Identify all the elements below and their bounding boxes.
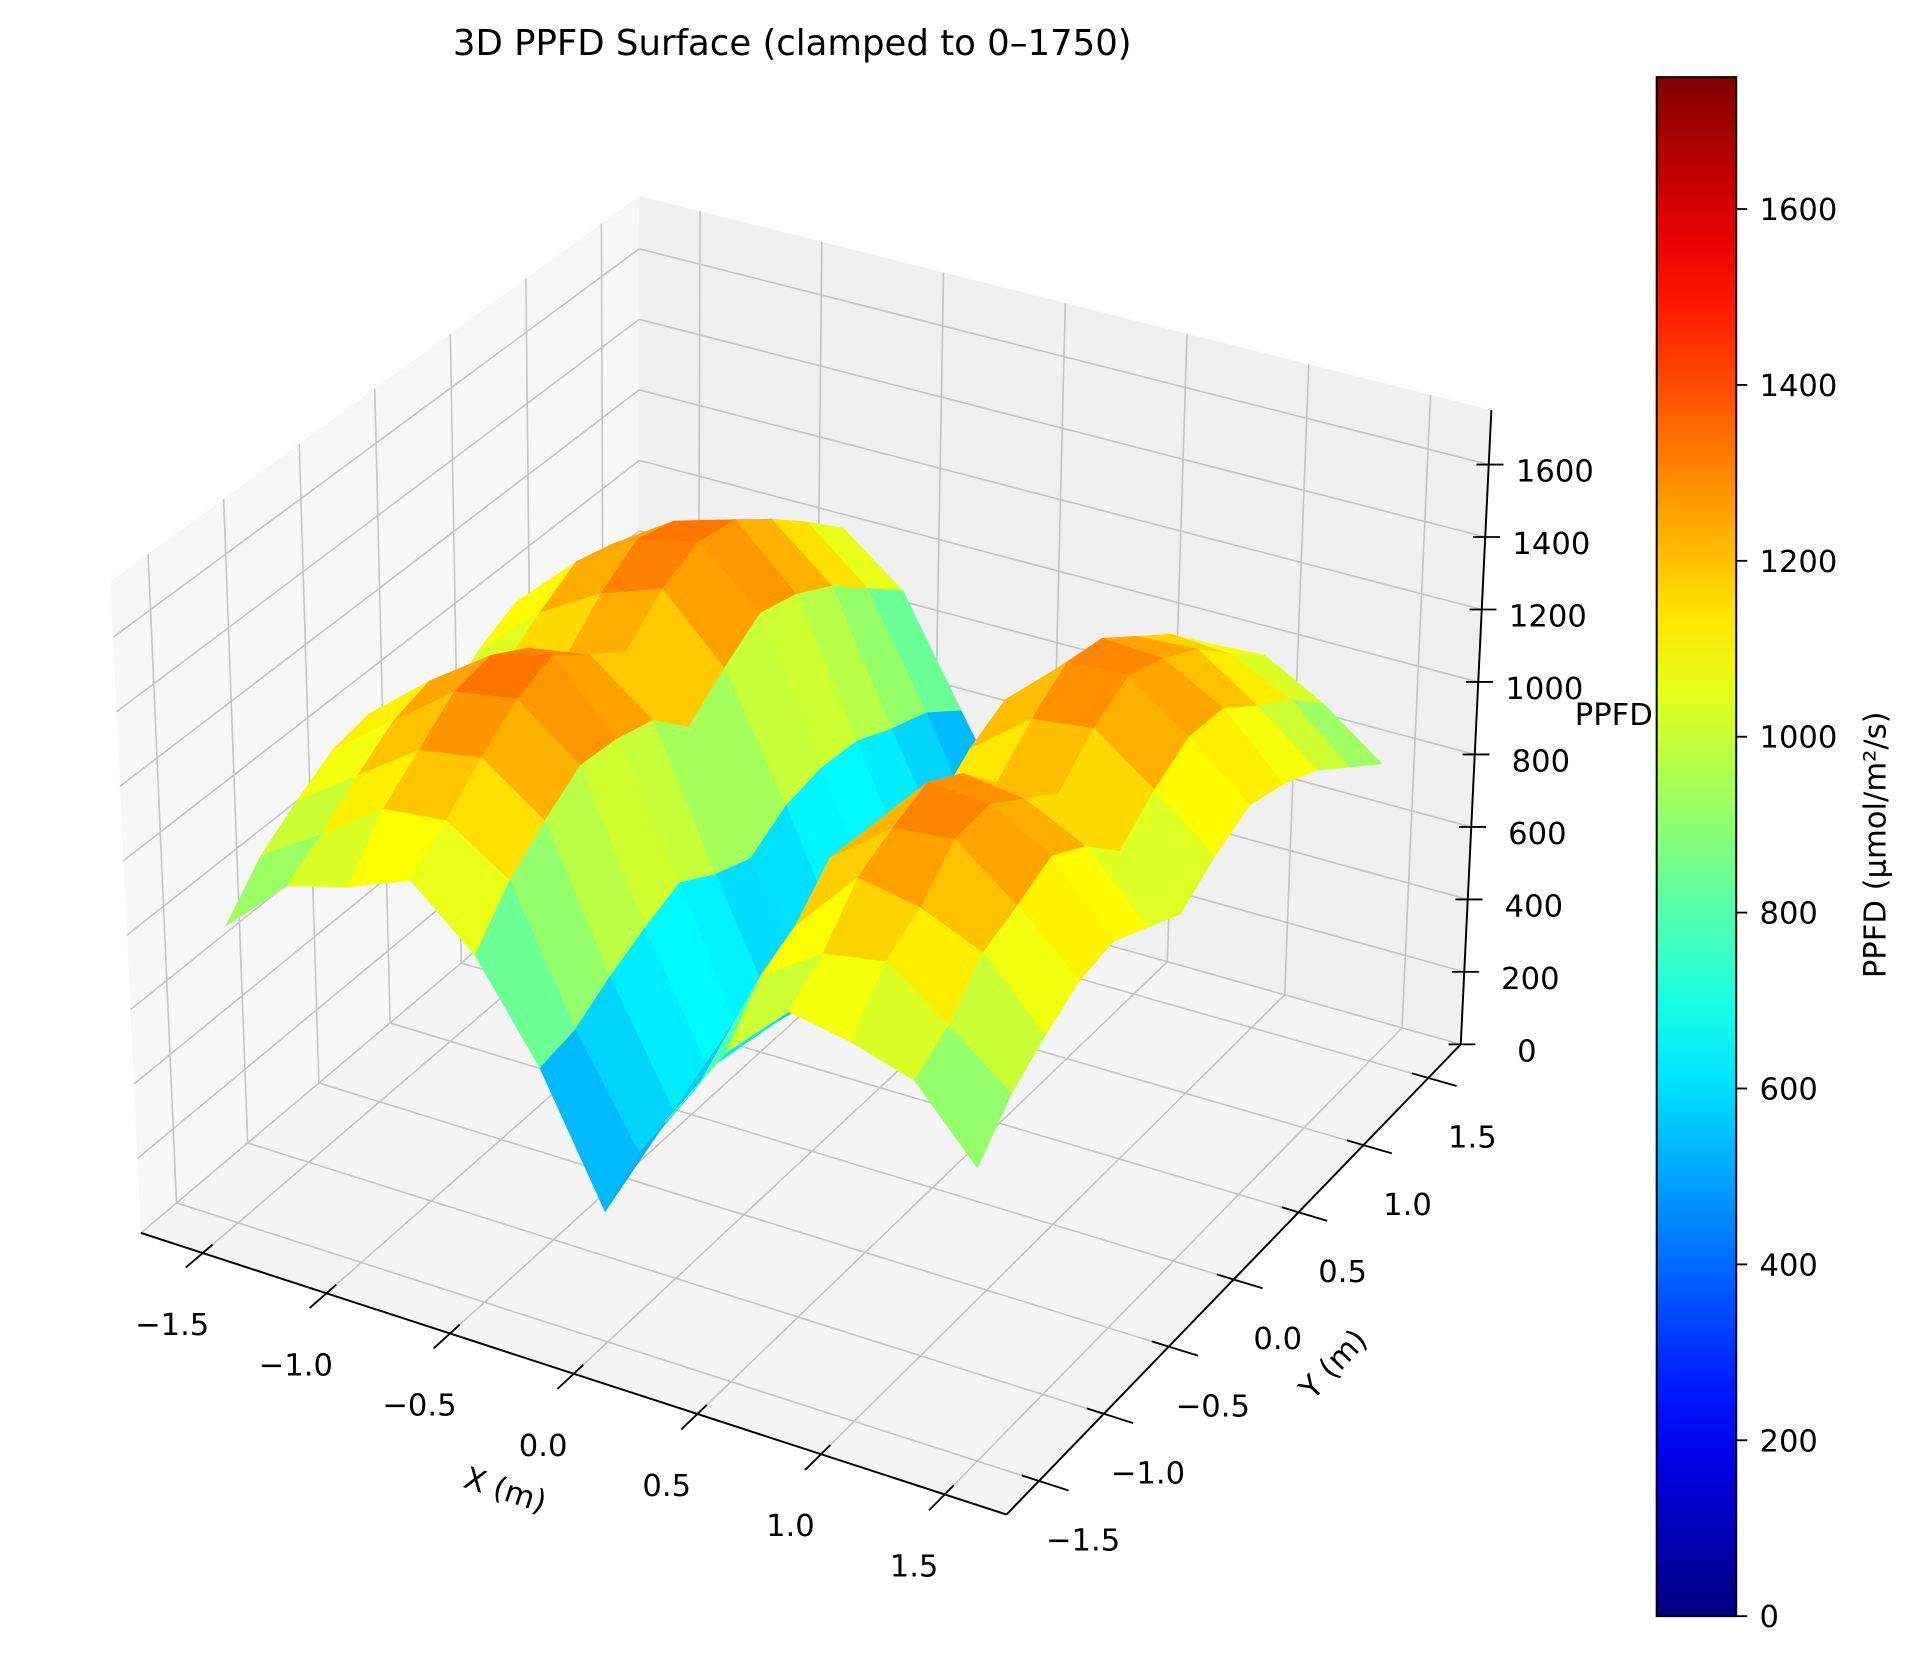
floor-gridline-y [318,1082,1169,1348]
colorbar-tick-label: 1200 [1760,545,1838,580]
floor-gridline-y [389,1022,1234,1281]
surface-facet [914,1025,1012,1169]
y-tick-label: −0.5 [1176,1389,1250,1424]
x-tick-label: −1.5 [135,1308,209,1343]
x-tick-label: 1.5 [890,1549,939,1584]
colorbar-tick-label: 0 [1760,1600,1779,1635]
y-tick [1151,1340,1199,1357]
chart-title: 3D PPFD Surface (clamped to 0–1750) [453,23,1132,64]
x-tick [432,1324,461,1350]
x-tick-label: −0.5 [382,1389,456,1424]
left-gridline-z [119,389,640,787]
colorbar-tick-label: 400 [1760,1248,1818,1283]
back-gridline-z [639,389,1482,611]
floor-pane [140,812,1461,1515]
y-tick [1346,1139,1393,1155]
x-tick [556,1364,584,1390]
z-tick-label: 0 [1517,1035,1536,1070]
floor-gridline-y [176,1202,1040,1482]
surface [225,518,1383,1212]
x-tick [185,1243,214,1269]
y-tick [1411,1072,1457,1087]
x-axis-label: X (m) [460,1461,551,1520]
left-gridline-y [298,443,320,1083]
z-tick-label: 1000 [1505,672,1583,707]
x-tick-label: 0.0 [519,1429,568,1464]
left-gridline-y [222,498,249,1143]
left-gridline-y [373,388,391,1023]
back-gridline-x [1283,364,1310,995]
back-gridline-z [639,318,1486,538]
y-tick-label: 1.5 [1448,1121,1497,1156]
y-tick [1021,1474,1069,1492]
left-gridline-z [115,318,640,713]
colorbar-label: PPFD (µmol/m²/s) [1859,711,1894,978]
y-tick-label: −1.0 [1111,1457,1185,1492]
z-tick-label: 400 [1505,890,1563,925]
z-tick-label: 600 [1508,817,1566,852]
z-axis-line [1459,410,1493,1045]
colorbar-tick-label: 800 [1760,897,1818,932]
z-tick-label: 1400 [1512,527,1590,562]
z-tick-label: 1600 [1516,455,1594,490]
y-tick-label: −1.5 [1046,1524,1120,1559]
z-tick-label: 800 [1512,745,1570,780]
x-tick [309,1283,337,1309]
left-gridline-y [147,553,178,1203]
back-gridline-z [639,248,1489,466]
x-tick [680,1404,708,1431]
y-tick-label: 1.0 [1383,1188,1432,1223]
z-tick-label: 1200 [1509,600,1587,635]
y-tick [1086,1407,1134,1424]
x-tick [928,1484,955,1512]
y-tick-label: 0.5 [1318,1255,1367,1290]
colorbar-tick-label: 1600 [1760,193,1838,228]
back-gridline-z [639,459,1479,683]
left-gridline-z [112,248,640,639]
y-tick-label: 0.0 [1253,1322,1302,1357]
y-axis-label: Y (m) [1292,1323,1374,1408]
axis-ticks: −1.5−1.0−0.50.00.51.01.5−1.5−1.0−0.50.00… [135,455,1594,1585]
colorbar-tick-label: 1000 [1760,721,1838,756]
x-tick-label: 1.0 [766,1509,815,1544]
y-tick [1216,1273,1263,1290]
colorbar-tick-label: 1400 [1760,369,1838,404]
y-tick [1281,1206,1328,1222]
colorbar-tick-label: 200 [1760,1424,1818,1459]
x-tick-label: −1.0 [259,1348,333,1383]
x-tick-label: 0.5 [642,1469,691,1504]
z-axis-label: PPFD [1575,698,1653,733]
x-tick [804,1444,831,1471]
back-gridline-x [1401,394,1432,1028]
colorbar-tick-label: 600 [1760,1073,1818,1108]
colorbar-ticks: 0 200 400 600 800 1000 1200 1400 1600 [1736,193,1837,1635]
floor-gridline-y [247,1142,1105,1415]
z-tick-label: 200 [1501,962,1559,997]
left-gridline-z [122,459,640,862]
colorbar [1655,76,1738,1618]
